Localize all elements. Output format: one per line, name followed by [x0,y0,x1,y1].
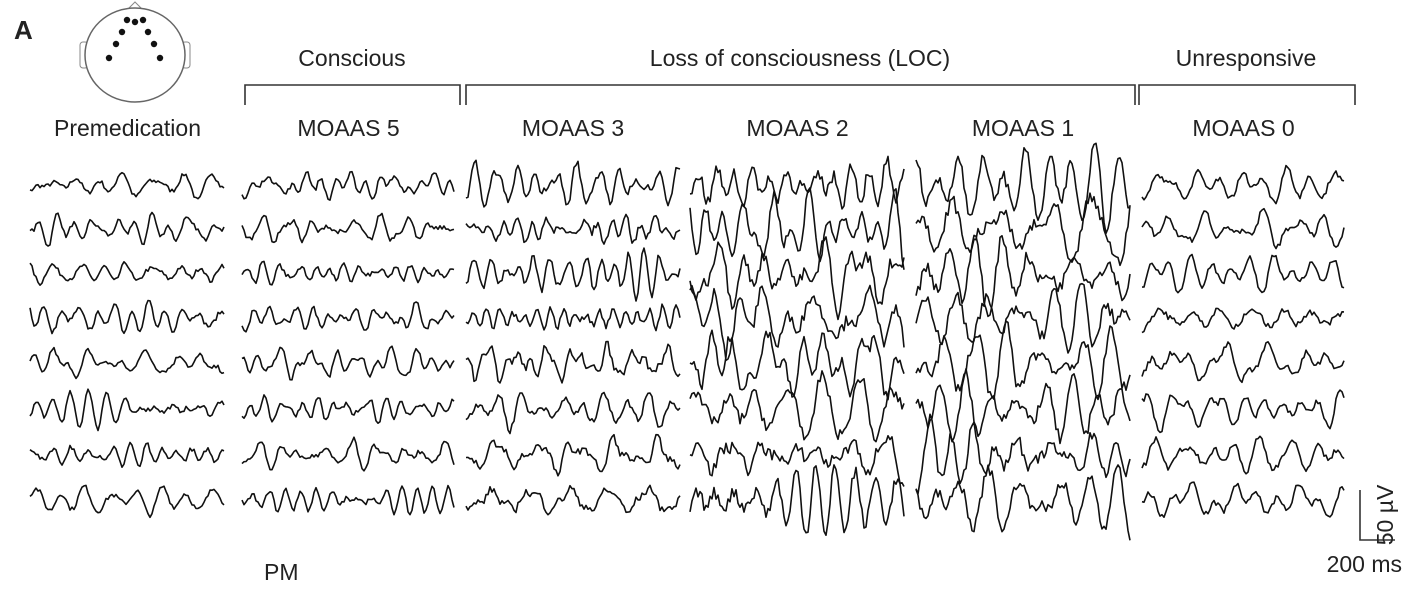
column-label: MOAAS 0 [1192,115,1294,141]
eeg-trace [1141,207,1345,250]
eeg-trace [465,213,681,245]
eeg-trace [241,345,455,381]
column-label: Premedication [54,115,201,141]
eeg-trace [689,155,905,210]
eeg-trace [29,261,225,286]
eeg-trace [465,247,681,302]
bracket [244,84,461,105]
eeg-trace [29,388,225,432]
eeg-trace [689,187,905,270]
eeg-trace [915,464,1131,541]
eeg-trace [915,192,1131,267]
eeg-trace [29,211,225,247]
panel-label: A [14,15,33,45]
eeg-trace [241,170,455,201]
eeg-trace [915,234,1131,318]
eeg-trace [465,340,681,384]
eeg-trace [689,284,905,362]
eeg-trace [465,391,681,435]
eeg-trace [241,484,455,516]
column-label: MOAAS 2 [746,115,848,141]
column-label: MOAAS 1 [972,115,1074,141]
eeg-trace [241,212,455,244]
bracket [465,84,1136,105]
eeg-trace [1141,481,1345,518]
eeg-trace [241,260,455,286]
eeg-trace [915,320,1131,401]
eeg-trace [915,413,1131,495]
eeg-trace [1141,307,1345,334]
group-label: Loss of consciousness (LOC) [650,45,950,71]
eeg-trace [1141,341,1345,384]
eeg-trace [29,171,225,200]
eeg-trace [915,142,1131,235]
eeg-trace [689,464,905,536]
column-label: MOAAS 5 [297,115,399,141]
eeg-trace [689,329,905,401]
eeg-trace [29,484,225,519]
eeg-trace [29,346,225,380]
group-label: Unresponsive [1176,45,1317,71]
eeg-trace [1141,435,1345,475]
eeg-trace [465,159,681,208]
eeg-trace [29,299,225,335]
eeg-trace [1141,164,1345,205]
head-icon [79,1,191,103]
eeg-trace [465,303,681,332]
eeg-trace [241,301,455,333]
eeg-trace [241,394,455,424]
eeg-trace [689,236,905,321]
scale-bar [1359,490,1395,541]
column-label: MOAAS 3 [522,115,624,141]
eeg-trace [241,436,455,472]
eeg-trace [29,441,225,468]
eeg-trace [689,370,905,443]
eeg-trace [1141,253,1345,294]
scale-label: 200 ms [1327,551,1402,577]
footnote: PM [264,559,299,585]
group-label: Conscious [298,45,405,71]
bracket [1138,84,1356,105]
eeg-trace [915,282,1131,354]
eeg-trace [915,368,1131,445]
eeg-trace [689,435,905,487]
eeg-trace [465,433,681,477]
eeg-trace [1141,389,1345,434]
eeg-trace [465,484,681,516]
scale-label: 50 µV [1372,484,1398,545]
